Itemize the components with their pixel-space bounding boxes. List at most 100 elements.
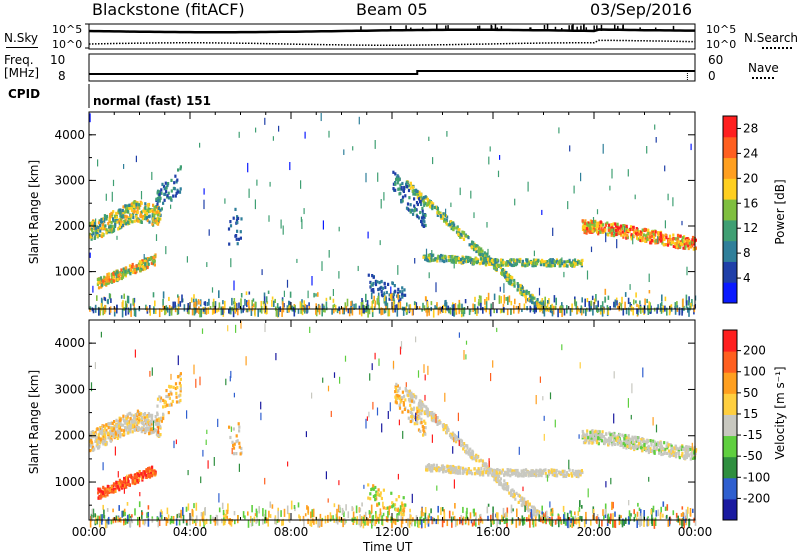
echo-cell (523, 262, 526, 266)
echo-cell (540, 469, 543, 473)
echo-cell (474, 244, 477, 248)
ground-scatter (220, 306, 223, 316)
ground-scatter (647, 309, 650, 315)
speckle (135, 155, 137, 163)
noise-right-tick-bottom: 10^0 (706, 38, 737, 51)
echo-cell (533, 506, 536, 510)
echo-cell (107, 431, 110, 435)
echo-cell (145, 210, 149, 214)
echo-cell (498, 482, 501, 486)
ground-scatter (575, 301, 578, 310)
speckle (602, 143, 604, 154)
echo-cell (513, 284, 516, 288)
ground-scatter (580, 308, 582, 313)
echo-cell (563, 263, 566, 267)
ground-scatter (325, 301, 328, 309)
echo-cell (142, 475, 145, 479)
echo-cell (407, 416, 410, 420)
ground-scatter (397, 302, 400, 311)
echo-cell (503, 483, 506, 487)
colorbar-tick-label: 20 (743, 171, 758, 185)
echo-cell (482, 261, 485, 265)
echo-cell (424, 213, 427, 217)
ground-scatter (484, 305, 486, 311)
echo-cell (594, 224, 597, 228)
echo-cell (410, 392, 413, 396)
echo-cell (603, 442, 606, 446)
ground-scatter (162, 298, 164, 307)
echo-cell (531, 300, 534, 304)
echo-cell (416, 409, 419, 413)
echo-cell (510, 472, 513, 476)
echo-cell (646, 237, 649, 241)
echo-cell (530, 296, 533, 300)
speckle (268, 215, 270, 222)
echo-cell (118, 488, 121, 492)
echo-cell (396, 384, 399, 388)
ground-scatter (582, 308, 585, 314)
echo-cell (596, 441, 599, 445)
echo-cell (430, 201, 433, 205)
echo-cell (147, 257, 150, 261)
ground-scatter (386, 302, 389, 309)
echo-cell (506, 273, 509, 277)
echo-cell (407, 410, 410, 414)
ground-scatter (638, 507, 641, 511)
echo-cell (442, 470, 445, 474)
echo-cell (463, 258, 466, 262)
echo-cell (622, 235, 625, 239)
echo-cell (637, 237, 640, 241)
echo-cell (134, 481, 137, 485)
ground-scatter (333, 309, 335, 314)
echo-cell (123, 425, 127, 429)
ground-scatter (463, 307, 466, 315)
echo-cell (500, 258, 503, 262)
ground-scatter (402, 307, 405, 316)
echo-cell (575, 470, 578, 474)
ground-scatter (501, 308, 503, 313)
echo-cell (436, 206, 439, 211)
echo-cell (612, 234, 615, 238)
ground-scatter (177, 306, 180, 310)
echo-cell (124, 268, 127, 272)
ground-scatter (152, 292, 155, 298)
echo-cell (412, 192, 415, 196)
echo-cell (487, 472, 490, 476)
echo-cell (505, 487, 508, 492)
echo-cell (588, 230, 591, 234)
speckle (203, 199, 205, 210)
ground-scatter (200, 308, 203, 318)
echo-cell (673, 453, 676, 458)
ground-scatter (548, 298, 550, 305)
echo-cell (413, 406, 416, 410)
echo-cell (107, 490, 110, 494)
echo-cell (114, 430, 117, 434)
echo-cell (553, 473, 556, 477)
echo-cell (653, 443, 656, 447)
echo-cell (584, 229, 587, 233)
echo-cell (665, 236, 668, 240)
echo-cell (397, 495, 401, 499)
echo-cell (152, 430, 155, 434)
ground-scatter (682, 512, 685, 522)
echo-cell (542, 263, 545, 267)
echo-cell (131, 425, 134, 429)
speckle (446, 131, 448, 137)
echo-cell (432, 253, 435, 257)
ground-scatter (555, 297, 557, 306)
echo-cell (238, 425, 241, 429)
echo-cell (95, 436, 98, 440)
ground-scatter (485, 308, 487, 313)
echo-cell (670, 240, 673, 245)
echo-cell (231, 440, 234, 444)
echo-cell (539, 472, 542, 476)
echo-cell (117, 272, 120, 276)
echo-cell (471, 472, 474, 476)
speckle (238, 131, 240, 138)
echo-cell (131, 430, 134, 434)
speckle (605, 232, 607, 243)
ground-scatter (472, 303, 474, 313)
echo-cell (676, 233, 680, 237)
echo-cell (175, 400, 179, 404)
ground-scatter (229, 306, 231, 314)
